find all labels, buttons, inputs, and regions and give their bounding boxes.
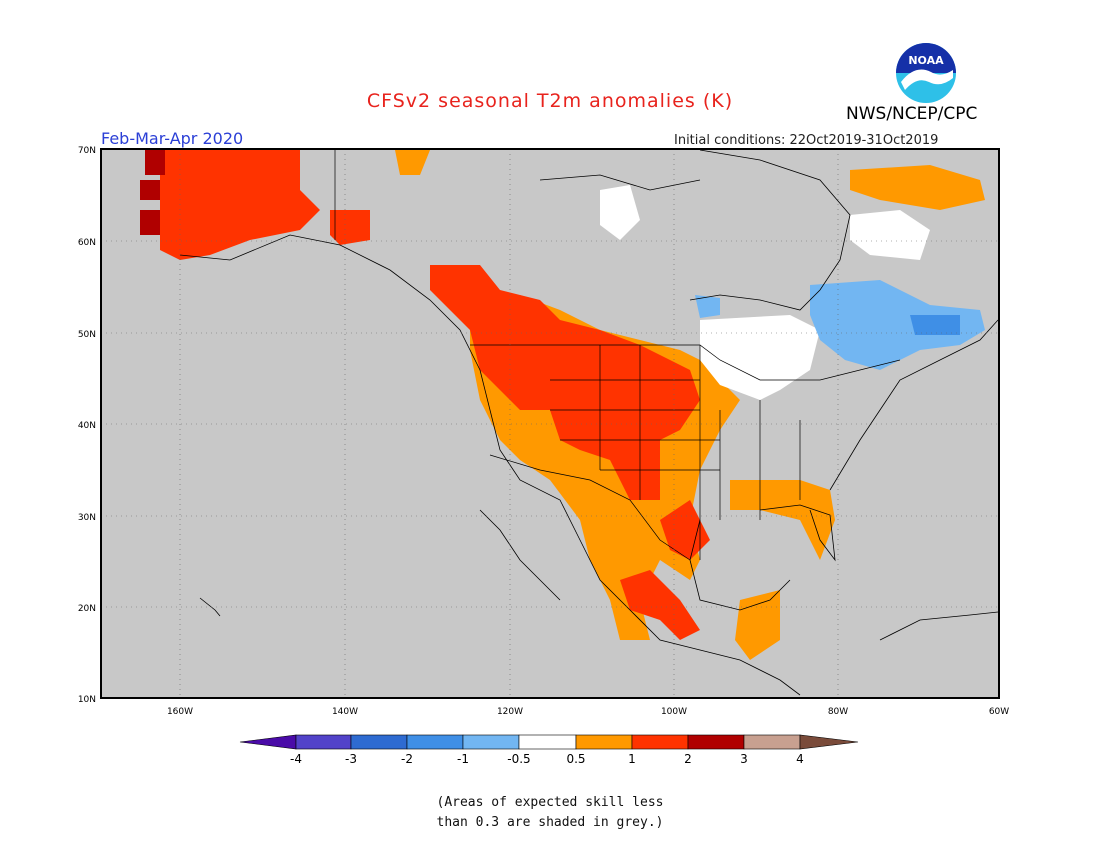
colorbar-cell <box>575 734 633 750</box>
lon-label: 160W <box>167 707 193 717</box>
colorbar-tick: -2 <box>401 752 413 766</box>
colorbar-cell <box>295 734 352 750</box>
lat-labels: 70N 60N 50N 40N 30N 20N 10N <box>78 146 96 705</box>
colorbar-cell <box>687 734 745 750</box>
colorbar-cell <box>462 734 520 750</box>
colorbar-tick: -1 <box>457 752 469 766</box>
initial-conditions: Initial conditions: 22Oct2019-31Oct2019 <box>674 133 939 148</box>
noaa-logo-text: NOAA <box>908 54 944 67</box>
colorbar-tick: -4 <box>290 752 302 766</box>
colorbar-cell <box>631 734 689 750</box>
anomaly-darkred-regions <box>140 150 165 235</box>
colorbar-cell <box>406 734 464 750</box>
colorbar-tick: 1 <box>628 752 636 766</box>
anomaly-white-regions <box>600 185 930 400</box>
lon-label: 120W <box>497 707 523 717</box>
lat-label: 20N <box>78 604 96 614</box>
anomaly-lightblue-regions <box>695 280 985 370</box>
colorbar-tick: 3 <box>740 752 748 766</box>
lon-label: 60W <box>989 707 1009 717</box>
lon-label: 140W <box>332 707 358 717</box>
noaa-logo: NOAA <box>896 43 956 103</box>
footnote: (Areas of expected skill less than 0.3 a… <box>0 793 1100 833</box>
colorbar-cell <box>239 734 297 750</box>
colorbar-tick: -3 <box>345 752 357 766</box>
footnote-line1: (Areas of expected skill less <box>436 795 664 810</box>
colorbar-cell <box>799 734 859 750</box>
map-frame <box>100 148 1000 699</box>
lat-label: 70N <box>78 146 96 156</box>
colorbar <box>239 734 859 750</box>
lon-labels: 160W 140W 120W 100W 80W 60W <box>167 707 1009 717</box>
anomaly-blue-regions <box>910 315 960 335</box>
colorbar-cell <box>518 734 577 750</box>
anomaly-red-regions <box>160 150 710 640</box>
borders <box>334 150 901 561</box>
colorbar-cell <box>743 734 801 750</box>
lon-label: 100W <box>661 707 687 717</box>
organization-label: NWS/NCEP/CPC <box>846 104 978 124</box>
lat-label: 60N <box>78 238 96 248</box>
lat-label: 10N <box>78 695 96 705</box>
colorbar-tick: 4 <box>796 752 804 766</box>
colorbar-tick: -0.5 <box>507 752 530 766</box>
colorbar-labels: -4 -3 -2 -1 -0.5 0.5 1 2 3 4 <box>290 752 804 766</box>
lat-label: 50N <box>78 330 96 340</box>
lon-label: 80W <box>828 707 848 717</box>
colorbar-cell <box>350 734 408 750</box>
lat-label: 40N <box>78 421 96 431</box>
forecast-period: Feb-Mar-Apr 2020 <box>101 129 244 148</box>
chart-title: CFSv2 seasonal T2m anomalies (K) <box>366 90 734 112</box>
colorbar-tick: 2 <box>684 752 692 766</box>
footnote-line2: than 0.3 are shaded in grey.) <box>436 815 664 830</box>
colorbar-tick: 0.5 <box>566 752 585 766</box>
lat-label: 30N <box>78 513 96 523</box>
